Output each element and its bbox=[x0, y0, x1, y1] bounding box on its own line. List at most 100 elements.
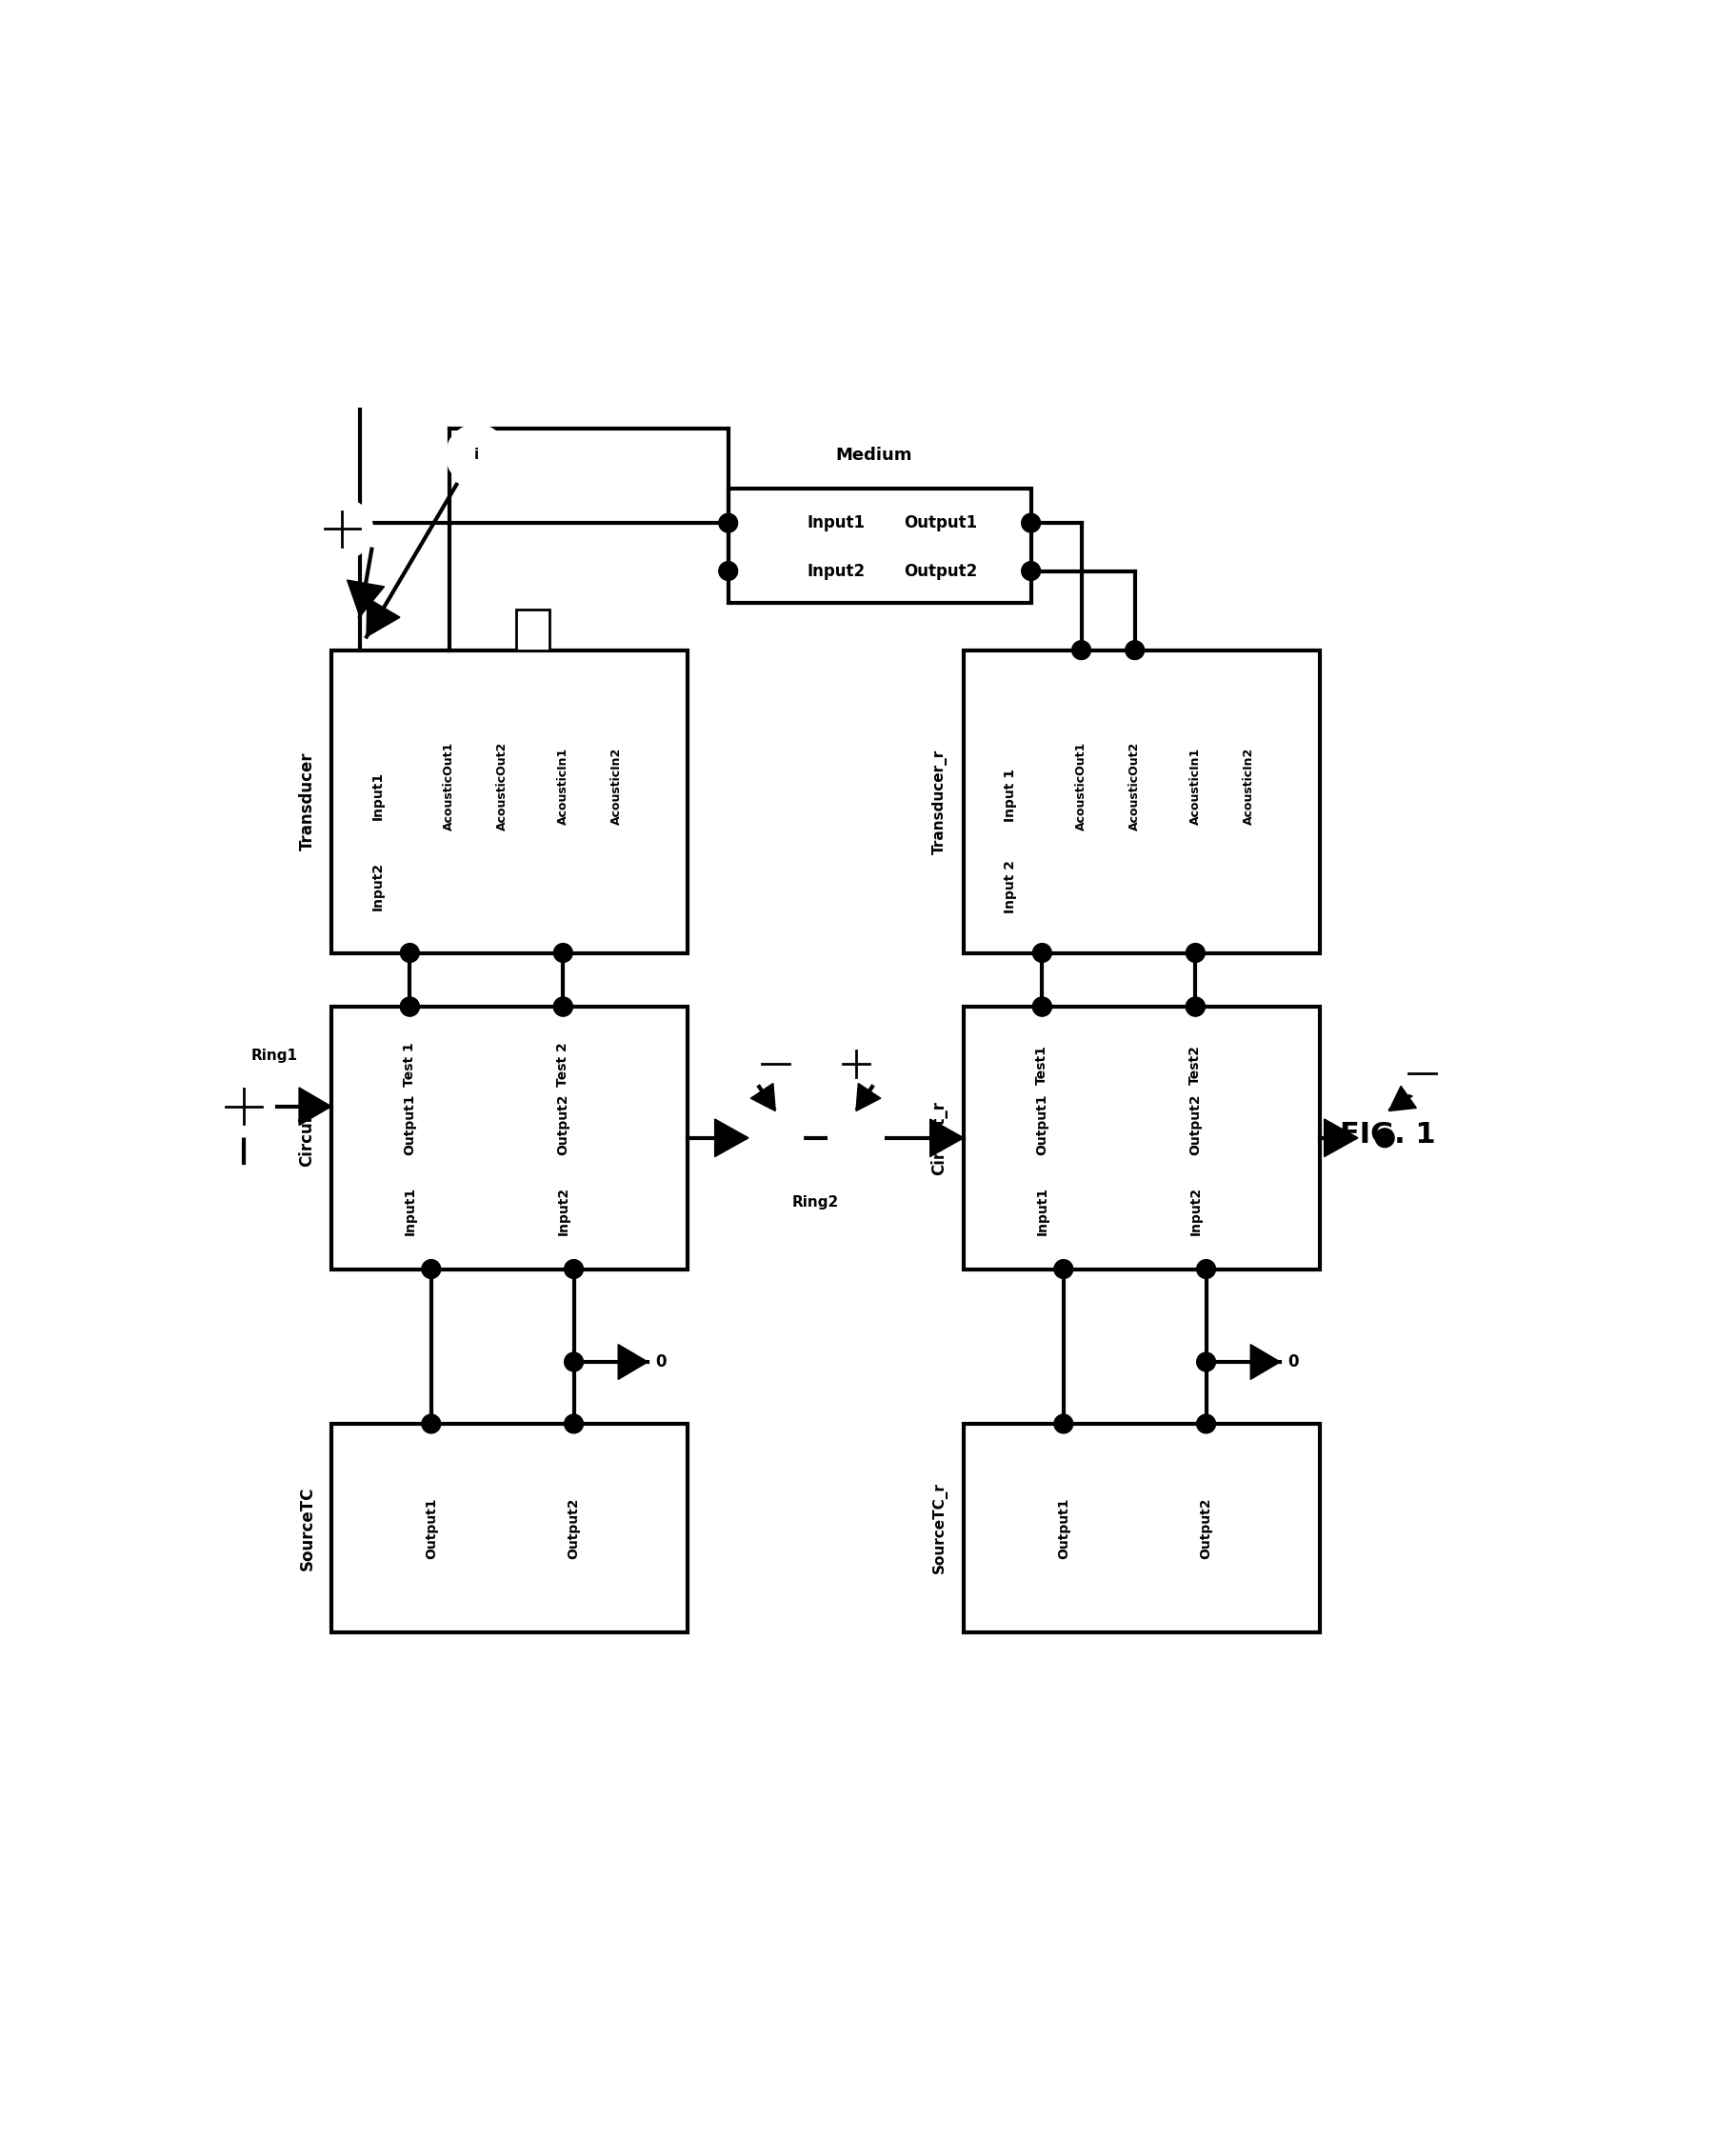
Text: Ring1: Ring1 bbox=[250, 1049, 297, 1061]
Text: Medium: Medium bbox=[835, 447, 911, 464]
Text: SourceTC: SourceTC bbox=[299, 1485, 316, 1571]
Text: Output2: Output2 bbox=[904, 563, 977, 580]
Polygon shape bbox=[1325, 1119, 1358, 1158]
Text: 0: 0 bbox=[656, 1352, 667, 1370]
Polygon shape bbox=[618, 1344, 648, 1380]
Text: Circuit: Circuit bbox=[299, 1109, 316, 1166]
Polygon shape bbox=[299, 1087, 332, 1126]
Text: i: i bbox=[474, 447, 479, 462]
Circle shape bbox=[564, 1352, 583, 1372]
Text: Output1: Output1 bbox=[403, 1094, 417, 1156]
Circle shape bbox=[1021, 514, 1040, 533]
Circle shape bbox=[401, 944, 418, 963]
Text: Test1: Test1 bbox=[1035, 1044, 1049, 1085]
Text: Input 2: Input 2 bbox=[1003, 860, 1017, 914]
Text: Transducer: Transducer bbox=[299, 751, 316, 852]
Text: FIG. 1: FIG. 1 bbox=[1340, 1121, 1436, 1149]
Circle shape bbox=[748, 1111, 802, 1164]
Circle shape bbox=[1196, 1415, 1215, 1434]
Circle shape bbox=[1033, 997, 1052, 1016]
Text: Output2: Output2 bbox=[568, 1498, 580, 1558]
Circle shape bbox=[564, 1260, 583, 1278]
Polygon shape bbox=[366, 597, 399, 638]
Text: Output2: Output2 bbox=[1189, 1094, 1201, 1156]
Circle shape bbox=[448, 426, 507, 484]
Text: Output1: Output1 bbox=[1035, 1094, 1049, 1156]
Bar bbox=[332, 1423, 687, 1633]
Circle shape bbox=[401, 997, 418, 1016]
Circle shape bbox=[1054, 1260, 1073, 1278]
Text: Circuit_r: Circuit_r bbox=[930, 1100, 948, 1175]
Circle shape bbox=[1196, 1260, 1215, 1278]
Polygon shape bbox=[930, 1119, 963, 1158]
Polygon shape bbox=[715, 1119, 748, 1158]
Text: Input2: Input2 bbox=[1189, 1188, 1201, 1235]
Circle shape bbox=[719, 514, 738, 533]
Text: Output1: Output1 bbox=[904, 514, 977, 531]
Polygon shape bbox=[750, 1083, 776, 1111]
Text: Input 1: Input 1 bbox=[1003, 768, 1017, 822]
Circle shape bbox=[1186, 944, 1205, 963]
Circle shape bbox=[214, 1076, 274, 1136]
Text: Input1: Input1 bbox=[372, 770, 384, 820]
Text: Input1: Input1 bbox=[403, 1188, 417, 1235]
Text: Test2: Test2 bbox=[1189, 1044, 1201, 1085]
Text: Output2: Output2 bbox=[1200, 1498, 1213, 1558]
Bar bbox=[332, 651, 687, 952]
Text: Input2: Input2 bbox=[807, 563, 865, 580]
Polygon shape bbox=[856, 1083, 880, 1111]
Text: SourceTC_r: SourceTC_r bbox=[932, 1483, 948, 1573]
Text: Input2: Input2 bbox=[372, 862, 384, 912]
Text: AcousticIn1: AcousticIn1 bbox=[1189, 747, 1201, 826]
Circle shape bbox=[1033, 944, 1052, 963]
Circle shape bbox=[1054, 1415, 1073, 1434]
Circle shape bbox=[422, 1260, 441, 1278]
Text: AcousticIn2: AcousticIn2 bbox=[611, 747, 623, 826]
Circle shape bbox=[1399, 1051, 1446, 1096]
Circle shape bbox=[1186, 997, 1205, 1016]
Circle shape bbox=[554, 997, 573, 1016]
Text: AcousticOut1: AcousticOut1 bbox=[1075, 743, 1087, 830]
Circle shape bbox=[564, 1415, 583, 1434]
Circle shape bbox=[752, 1040, 799, 1087]
Text: Output1: Output1 bbox=[425, 1498, 437, 1558]
Circle shape bbox=[1033, 997, 1052, 1016]
Text: Output2: Output2 bbox=[557, 1094, 569, 1156]
Polygon shape bbox=[1389, 1085, 1417, 1111]
Text: AcousticIn1: AcousticIn1 bbox=[557, 747, 569, 826]
Text: AcousticOut2: AcousticOut2 bbox=[1128, 743, 1141, 830]
Circle shape bbox=[554, 944, 573, 963]
Text: Input1: Input1 bbox=[1035, 1188, 1049, 1235]
Circle shape bbox=[312, 499, 372, 559]
Polygon shape bbox=[347, 580, 384, 616]
Text: Test 2: Test 2 bbox=[557, 1042, 569, 1087]
Text: Input2: Input2 bbox=[557, 1188, 569, 1235]
Text: Test 1: Test 1 bbox=[403, 1042, 417, 1087]
Circle shape bbox=[1196, 1352, 1215, 1372]
Circle shape bbox=[1125, 640, 1144, 659]
Text: Ring2: Ring2 bbox=[792, 1196, 838, 1209]
Bar bbox=[516, 610, 550, 651]
Text: Transducer_r: Transducer_r bbox=[932, 749, 948, 854]
Text: Input1: Input1 bbox=[807, 514, 865, 531]
Text: AcousticOut2: AcousticOut2 bbox=[496, 743, 509, 830]
Circle shape bbox=[554, 997, 573, 1016]
Circle shape bbox=[1358, 1111, 1411, 1164]
Circle shape bbox=[422, 1415, 441, 1434]
Circle shape bbox=[833, 1040, 878, 1087]
Circle shape bbox=[830, 1111, 884, 1164]
Polygon shape bbox=[1250, 1344, 1279, 1380]
Bar bbox=[963, 1006, 1321, 1269]
Bar bbox=[963, 651, 1321, 952]
Circle shape bbox=[1071, 640, 1090, 659]
Circle shape bbox=[189, 1162, 233, 1207]
Bar bbox=[963, 1423, 1321, 1633]
Bar bbox=[332, 1006, 687, 1269]
Bar bbox=[729, 488, 1031, 603]
Circle shape bbox=[1186, 997, 1205, 1016]
Text: Output1: Output1 bbox=[1057, 1498, 1069, 1558]
Text: AcousticIn2: AcousticIn2 bbox=[1243, 747, 1255, 826]
Circle shape bbox=[1021, 561, 1040, 580]
Text: AcousticOut1: AcousticOut1 bbox=[443, 743, 455, 830]
Circle shape bbox=[1375, 1128, 1394, 1147]
